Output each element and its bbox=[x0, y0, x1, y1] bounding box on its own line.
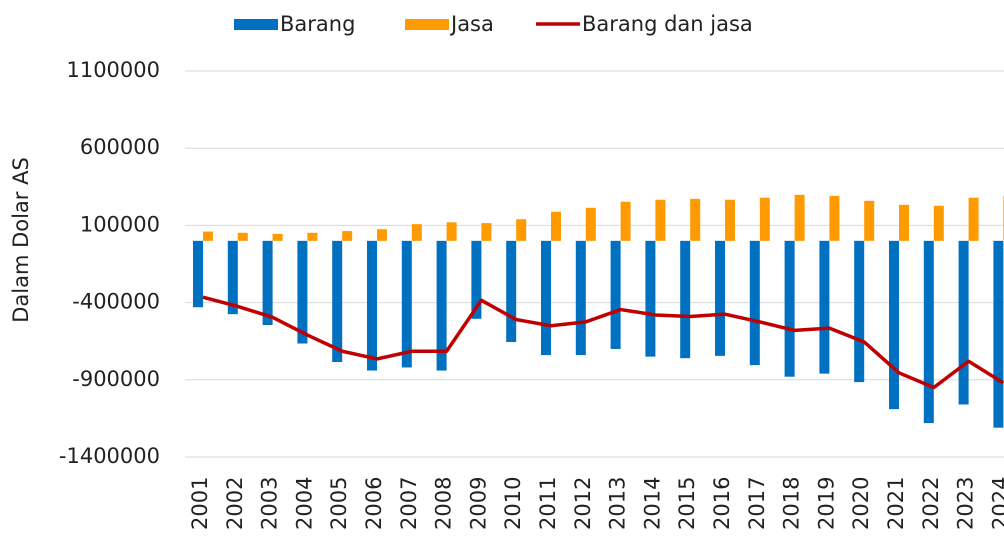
x-tick-label: 2002 bbox=[223, 477, 247, 530]
bar bbox=[889, 240, 899, 410]
bar bbox=[680, 240, 691, 359]
x-tick-label: 2010 bbox=[501, 477, 525, 530]
y-tick-label: -900000 bbox=[72, 367, 160, 391]
bar bbox=[516, 219, 527, 241]
x-tick-label: 2016 bbox=[710, 477, 734, 530]
x-tick-label: 2011 bbox=[536, 477, 560, 530]
y-tick-label: -400000 bbox=[72, 290, 160, 314]
bar bbox=[297, 240, 308, 344]
x-tick-label: 2012 bbox=[571, 477, 595, 530]
bar bbox=[759, 197, 770, 241]
bar bbox=[401, 240, 412, 368]
x-tick-label: 2019 bbox=[814, 477, 838, 530]
bar bbox=[377, 229, 387, 241]
y-tick-label: 100000 bbox=[80, 212, 160, 236]
bar bbox=[794, 194, 805, 241]
legend-swatch bbox=[405, 19, 449, 30]
x-tick-label: 2003 bbox=[258, 477, 282, 530]
x-tick-label: 2004 bbox=[292, 477, 316, 530]
bar bbox=[784, 240, 795, 377]
y-tick-label: 600000 bbox=[80, 135, 160, 159]
legend-label: Jasa bbox=[449, 12, 494, 36]
x-tick-label: 2005 bbox=[327, 477, 351, 530]
x-tick-label: 2022 bbox=[919, 477, 943, 530]
x-tick-label: 2024 bbox=[988, 477, 1004, 530]
bar bbox=[481, 223, 492, 241]
bar bbox=[645, 240, 656, 357]
bar bbox=[193, 240, 203, 308]
x-tick-label: 2018 bbox=[780, 477, 804, 530]
y-axis-title: Dalam Dolar AS bbox=[9, 157, 33, 323]
bar bbox=[923, 240, 934, 424]
bar bbox=[367, 240, 377, 371]
bar bbox=[575, 240, 586, 356]
bar bbox=[237, 232, 248, 241]
bar bbox=[272, 233, 283, 241]
x-tick-label: 2023 bbox=[954, 477, 978, 530]
bar bbox=[958, 240, 969, 405]
bar bbox=[715, 240, 725, 356]
bar bbox=[933, 205, 944, 241]
y-tick-label: 1100000 bbox=[66, 58, 160, 82]
x-tick-label: 2009 bbox=[466, 477, 490, 530]
bar bbox=[854, 240, 865, 383]
y-tick-label: -1400000 bbox=[59, 444, 160, 468]
bar bbox=[993, 240, 1004, 428]
legend-label: Barang dan jasa bbox=[582, 12, 753, 36]
x-tick-label: 2014 bbox=[640, 477, 664, 530]
x-tick-label: 2015 bbox=[675, 477, 699, 530]
x-tick-label: 2017 bbox=[745, 477, 769, 530]
bar bbox=[446, 222, 457, 241]
legend-swatch bbox=[234, 19, 278, 30]
x-tick-label: 2001 bbox=[188, 477, 212, 530]
bar bbox=[749, 240, 760, 366]
x-tick-label: 2008 bbox=[432, 477, 456, 530]
bar bbox=[471, 240, 482, 319]
bar bbox=[610, 240, 621, 349]
bar bbox=[411, 224, 422, 241]
bar bbox=[899, 204, 909, 241]
bar bbox=[829, 195, 840, 241]
bar bbox=[968, 197, 979, 241]
bar bbox=[541, 240, 551, 356]
bar bbox=[436, 240, 447, 371]
bar bbox=[332, 240, 343, 363]
x-tick-label: 2021 bbox=[884, 477, 908, 530]
bar bbox=[203, 231, 213, 241]
x-tick-label: 2007 bbox=[397, 477, 421, 530]
line bbox=[202, 295, 1004, 390]
x-tick-label: 2006 bbox=[362, 477, 386, 530]
bar bbox=[655, 199, 666, 241]
bar bbox=[342, 231, 353, 241]
bar bbox=[819, 240, 830, 374]
x-tick-label: 2020 bbox=[849, 477, 873, 530]
bar bbox=[227, 240, 238, 315]
bar bbox=[506, 240, 517, 342]
x-tick-label: 2013 bbox=[606, 477, 630, 530]
bar bbox=[620, 201, 631, 241]
bar bbox=[307, 232, 318, 241]
bar bbox=[551, 211, 561, 241]
bar bbox=[262, 240, 273, 325]
bar bbox=[585, 207, 596, 241]
bar bbox=[725, 199, 735, 241]
bar bbox=[864, 200, 875, 241]
bar bbox=[690, 198, 701, 241]
legend-label: Barang bbox=[280, 12, 355, 36]
